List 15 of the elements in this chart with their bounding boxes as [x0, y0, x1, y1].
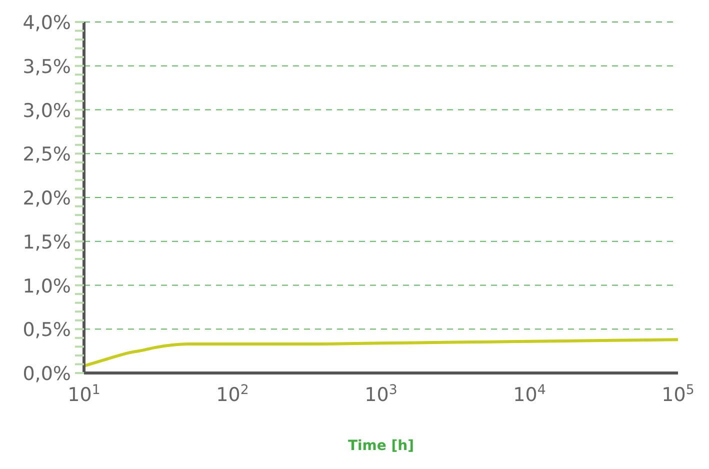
y-tick-label: 1,0%	[22, 275, 71, 298]
y-tick-label: 2,0%	[22, 188, 71, 210]
y-tick-label: 3,0%	[22, 100, 71, 122]
x-tick-label: 10$^{5}$	[662, 382, 694, 406]
y-tick-label: 0,0%	[22, 363, 71, 385]
x-tick-label: 10$^{3}$	[364, 382, 398, 406]
x-axis-title: Time [h]	[348, 438, 414, 454]
y-tick-label: 3,5%	[22, 56, 71, 78]
x-tick-label: 10$^{4}$	[513, 382, 546, 406]
y-tick-label: 4,0%	[22, 12, 71, 34]
y-tick-label: 1,5%	[22, 231, 71, 254]
x-tick-label: 10$^{2}$	[216, 382, 249, 406]
y-tick-label: 2,5%	[22, 144, 71, 166]
x-tick-label: 10$^{1}$	[68, 382, 100, 406]
y-tick-label: 0,5%	[22, 319, 71, 342]
